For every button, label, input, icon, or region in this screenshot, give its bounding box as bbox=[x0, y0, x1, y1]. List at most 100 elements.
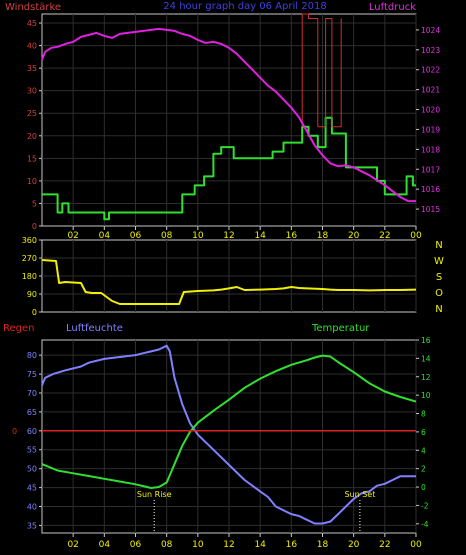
x-tick-label: 08 bbox=[161, 540, 173, 550]
x-tick-label: 12 bbox=[223, 540, 234, 550]
y-tick-label: 0 bbox=[421, 483, 426, 492]
y-tick-label: 60 bbox=[27, 427, 37, 436]
temperature-axis-label: Temperatur bbox=[311, 323, 370, 334]
wind-axis-label: Windstärke bbox=[5, 2, 61, 13]
y-tick-label: 40 bbox=[27, 42, 37, 51]
wind-axis-ticks: 0 5 10 15 20 25 30 35 40 45 bbox=[27, 19, 42, 231]
humidity-line bbox=[41, 344, 416, 525]
x-tick-label: 12 bbox=[223, 231, 234, 241]
chart-title: 24 hour graph day 06 April 2018 bbox=[163, 1, 326, 12]
annotations: Sun Rise Sun Set bbox=[137, 490, 375, 533]
y-tick-label: 12 bbox=[421, 373, 431, 382]
y-tick-label: 80 bbox=[27, 351, 37, 360]
rain-zero-label: 0 bbox=[12, 427, 17, 436]
x-tick-label: 14 bbox=[254, 231, 266, 241]
y-tick-label: 15 bbox=[27, 154, 37, 163]
x-tick-label: 02 bbox=[67, 540, 78, 550]
x-tick-label: 10 bbox=[192, 540, 204, 550]
y-tick-label: 30 bbox=[27, 87, 37, 96]
y-tick-label: 65 bbox=[27, 408, 37, 417]
x-tick-label: 06 bbox=[130, 540, 142, 550]
y-tick-label: 45 bbox=[27, 484, 37, 493]
y-tick-label: 1020 bbox=[421, 106, 440, 115]
y-tick-label: 40 bbox=[27, 503, 37, 512]
y-tick-label: 45 bbox=[27, 19, 37, 28]
grid bbox=[42, 240, 417, 312]
y-tick-label: 10 bbox=[27, 177, 37, 186]
y-tick-label: 8 bbox=[421, 410, 426, 419]
y-tick-label: 25 bbox=[27, 109, 37, 118]
y-tick-label: 35 bbox=[27, 521, 37, 530]
x-tick-label: 04 bbox=[99, 231, 111, 241]
y-tick-label: 5 bbox=[32, 199, 37, 208]
y-tick-label: 1017 bbox=[421, 165, 440, 174]
temperature-axis-ticks: -4 -2 0 2 4 6 8 10 12 14 16 bbox=[416, 336, 431, 529]
series-group bbox=[41, 344, 417, 525]
x-tick-label: 16 bbox=[286, 231, 298, 241]
y-tick-label: 16 bbox=[421, 336, 431, 345]
humidity-axis-ticks: 35 40 45 50 55 60 65 70 75 80 0 bbox=[12, 351, 42, 530]
x-tick-label: 18 bbox=[317, 540, 329, 550]
y-tick-label: 360 bbox=[22, 236, 37, 245]
x-tick-label: 20 bbox=[348, 231, 360, 241]
x-tick-label: 22 bbox=[379, 231, 390, 241]
sun-label: Sun Set bbox=[344, 490, 375, 499]
temperature-line bbox=[41, 354, 417, 489]
time-axis-ticks: 02 04 06 08 10 12 14 16 18 20 22 00 bbox=[67, 533, 422, 550]
compass-letter: O bbox=[435, 288, 443, 299]
humidity-axis-label: Luftfeuchte bbox=[66, 323, 123, 334]
y-tick-label: 1015 bbox=[421, 205, 440, 214]
sun-label: Sun Rise bbox=[137, 490, 172, 499]
y-tick-label: 1024 bbox=[421, 26, 440, 35]
humidity-temperature-chart: Regen Luftfeuchte Temperatur 35404550556… bbox=[3, 323, 431, 550]
compass-letter: N bbox=[435, 240, 442, 251]
y-tick-label: 14 bbox=[421, 354, 431, 363]
y-tick-label: 75 bbox=[27, 370, 37, 379]
y-tick-label: 35 bbox=[27, 64, 37, 73]
y-tick-label: 1023 bbox=[421, 46, 440, 55]
y-tick-label: 70 bbox=[27, 389, 37, 398]
x-tick-label: 00 bbox=[410, 540, 422, 550]
x-tick-label: 22 bbox=[379, 540, 390, 550]
series-group bbox=[41, 259, 417, 305]
x-tick-label: 18 bbox=[317, 231, 329, 241]
rain-axis-label: Regen bbox=[3, 323, 35, 334]
y-tick-label: 4 bbox=[421, 446, 426, 455]
compass-letter: S bbox=[436, 272, 442, 283]
direction-axis-ticks: 0 90 180 270 360 bbox=[22, 236, 42, 317]
y-tick-label: 20 bbox=[27, 132, 37, 141]
compass-letter: W bbox=[434, 256, 444, 267]
y-tick-label: 1021 bbox=[421, 86, 440, 95]
time-axis-ticks: 02 04 06 08 10 12 14 16 18 20 22 00 bbox=[67, 226, 422, 241]
compass-letter: N bbox=[435, 304, 442, 315]
y-tick-label: 55 bbox=[27, 446, 37, 455]
x-tick-label: 14 bbox=[254, 540, 266, 550]
x-tick-label: 16 bbox=[286, 540, 298, 550]
grid bbox=[42, 14, 417, 226]
y-tick-label: 1022 bbox=[421, 66, 440, 75]
y-tick-label: 50 bbox=[27, 465, 37, 474]
x-tick-label: 06 bbox=[130, 231, 142, 241]
y-tick-label: 180 bbox=[22, 272, 37, 281]
y-tick-label: 1018 bbox=[421, 145, 440, 154]
x-tick-label: 04 bbox=[99, 540, 111, 550]
y-tick-label: 2 bbox=[421, 465, 426, 474]
x-tick-label: 00 bbox=[410, 231, 422, 241]
pressure-line bbox=[41, 27, 416, 203]
y-tick-label: -4 bbox=[421, 520, 429, 529]
wind-speed-line bbox=[42, 116, 416, 221]
wind-direction-line bbox=[41, 259, 417, 305]
y-tick-label: 0 bbox=[32, 308, 37, 317]
y-tick-label: 1016 bbox=[421, 185, 440, 194]
y-tick-label: -2 bbox=[421, 501, 429, 510]
grid bbox=[42, 340, 417, 533]
wind-gust-line bbox=[301, 13, 342, 128]
y-tick-label: 0 bbox=[32, 222, 37, 231]
pressure-axis-ticks: 1015 1016 1017 1018 1019 1020 1021 1022 1023 1024 bbox=[416, 26, 440, 214]
pressure-axis-label: Luftdruck bbox=[369, 2, 416, 13]
y-tick-label: 10 bbox=[421, 391, 431, 400]
series-group bbox=[41, 13, 416, 221]
